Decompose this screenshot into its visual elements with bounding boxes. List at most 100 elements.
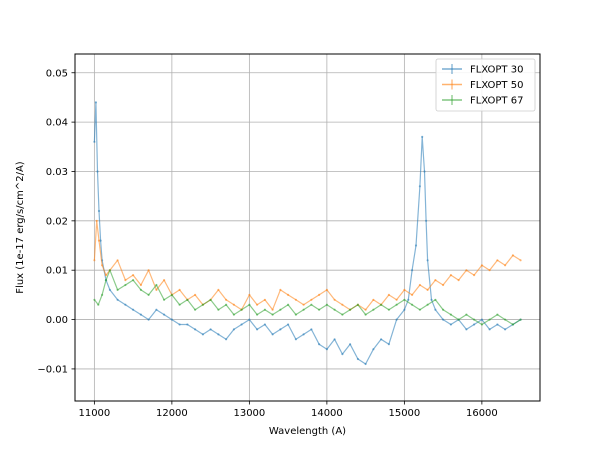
series-point — [449, 274, 452, 277]
series-point — [411, 303, 414, 306]
series-point — [325, 348, 328, 351]
series-point — [101, 293, 104, 296]
series-point — [170, 318, 173, 321]
series-point — [194, 293, 197, 296]
series-point — [186, 323, 189, 326]
series-point — [116, 288, 119, 291]
x-tick-label: 14000 — [311, 408, 343, 419]
x-tick-label: 15000 — [388, 408, 420, 419]
series-point — [356, 357, 359, 361]
series-point — [302, 333, 305, 336]
series-point — [155, 283, 158, 287]
series-point — [225, 338, 228, 341]
series-point — [425, 219, 428, 222]
series-point — [147, 269, 150, 272]
series-point — [407, 298, 410, 301]
series-point — [256, 313, 259, 316]
series-point — [163, 313, 166, 316]
series-point — [225, 298, 228, 301]
series-point — [403, 298, 406, 301]
plot-frame — [74, 53, 541, 402]
series-point — [480, 264, 483, 267]
series-point — [387, 308, 390, 311]
series-point — [318, 308, 321, 311]
series-point — [421, 135, 424, 138]
series-point — [97, 239, 101, 242]
series-point — [434, 298, 437, 301]
series-point — [271, 333, 274, 336]
series-point — [97, 303, 100, 306]
series-point — [178, 323, 181, 326]
series-point — [124, 283, 127, 287]
series-point — [248, 293, 251, 296]
series-point — [341, 353, 344, 356]
series-point — [248, 318, 251, 321]
series-point — [302, 308, 305, 311]
series-point — [271, 313, 274, 316]
series-point — [116, 259, 119, 262]
series-point — [325, 303, 328, 306]
series-point — [473, 318, 476, 321]
series-point — [430, 298, 433, 301]
series-point — [488, 318, 491, 321]
x-axis: 11000 12000 13000 14000 15000 16000 — [78, 401, 498, 419]
series-point — [232, 328, 235, 331]
series-point — [287, 303, 290, 306]
series-point — [395, 303, 398, 306]
series-point — [99, 239, 102, 242]
series-point — [104, 279, 108, 282]
series-point — [411, 293, 414, 296]
series-point — [116, 298, 119, 301]
series-point — [294, 338, 297, 341]
series-point — [287, 323, 290, 326]
series-point — [434, 308, 437, 311]
series-point — [465, 313, 468, 316]
series-point — [132, 279, 135, 282]
series-point — [380, 303, 383, 306]
y-tick-label: 0.04 — [46, 118, 68, 129]
series-point — [163, 298, 166, 301]
series-point — [442, 308, 445, 311]
series-point — [302, 303, 305, 306]
series-point — [155, 308, 158, 311]
x-tick-label: 13000 — [233, 408, 265, 419]
series-point — [457, 318, 460, 321]
series-point — [504, 264, 507, 267]
series-point — [287, 293, 290, 296]
y-tick-label: 0.01 — [46, 266, 68, 277]
series-point — [108, 269, 111, 272]
legend-label: FLXOPT 50 — [470, 80, 523, 91]
series-point — [232, 303, 235, 306]
series-line-1 — [93, 101, 521, 365]
series-point — [349, 343, 352, 346]
series-point — [496, 323, 499, 326]
series-point — [178, 303, 181, 306]
series-point — [418, 185, 421, 188]
series-point — [341, 303, 344, 306]
series-point — [387, 343, 390, 346]
series-point — [457, 279, 460, 282]
series-line-3 — [93, 269, 521, 326]
series-point — [209, 328, 212, 331]
series-point — [395, 318, 398, 321]
series-point — [504, 328, 507, 331]
series-point — [380, 338, 383, 341]
series-point — [240, 308, 243, 311]
series-point — [310, 298, 313, 301]
series-point — [132, 274, 135, 277]
y-tick-label: −0.01 — [37, 364, 68, 375]
y-tick-label: 0.00 — [46, 315, 68, 326]
series-point — [139, 313, 142, 316]
series-point — [465, 328, 468, 331]
series-point — [403, 308, 406, 311]
series-point — [93, 140, 96, 143]
series-point — [504, 318, 507, 321]
series-point — [209, 298, 212, 301]
series-point — [94, 101, 97, 104]
series-point — [387, 293, 390, 296]
legend-box — [435, 58, 536, 112]
series-point — [364, 362, 367, 366]
x-axis-label: Wavelength (A) — [269, 426, 346, 437]
series-point — [372, 348, 375, 351]
